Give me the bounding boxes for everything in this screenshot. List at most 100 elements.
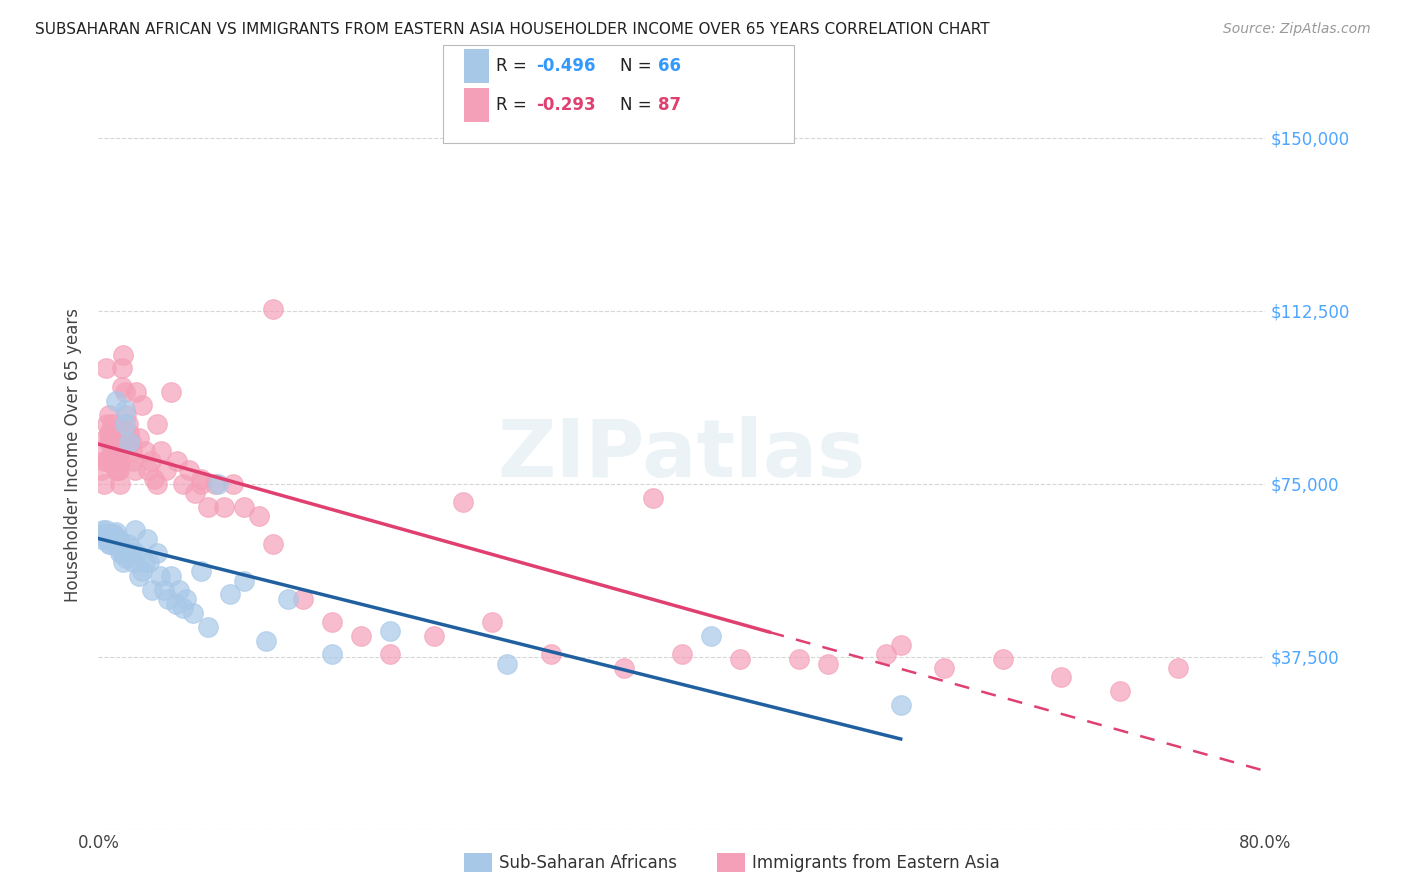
Point [108, 532, 131, 546]
Point [934, 661, 956, 675]
Point [111, 380, 134, 394]
Point [112, 348, 135, 362]
Point [380, 648, 402, 662]
Point [101, 534, 124, 549]
Point [103, 532, 125, 546]
Point [671, 648, 693, 662]
Point [93, 453, 115, 467]
Point [890, 638, 912, 652]
Point [100, 532, 122, 546]
Point [166, 453, 188, 467]
Point [98, 435, 121, 450]
Text: ZIPatlas: ZIPatlas [498, 416, 866, 494]
Point [190, 472, 212, 486]
Text: Immigrants from Eastern Asia: Immigrants from Eastern Asia [752, 854, 1000, 871]
Point [97, 435, 120, 450]
Point [104, 435, 127, 450]
Point [131, 565, 153, 579]
Point [131, 398, 153, 412]
Point [104, 444, 127, 458]
Point [481, 615, 503, 629]
Point [94, 523, 117, 537]
Point [101, 444, 124, 458]
Point [124, 463, 146, 477]
Point [108, 537, 131, 551]
Point [91, 444, 114, 458]
Text: 66: 66 [658, 57, 681, 75]
Point [110, 476, 132, 491]
Point [146, 546, 169, 560]
Point [136, 463, 159, 477]
Point [496, 657, 519, 671]
Point [114, 417, 136, 431]
Point [155, 463, 177, 477]
Point [103, 453, 125, 467]
Point [101, 530, 124, 544]
Point [128, 431, 150, 445]
Point [204, 476, 226, 491]
Point [321, 615, 343, 629]
Point [277, 592, 299, 607]
Point [787, 652, 810, 666]
Point [97, 537, 120, 551]
Point [134, 444, 156, 458]
Point [108, 444, 131, 458]
Point [172, 601, 194, 615]
Point [128, 569, 150, 583]
Text: N =: N = [620, 96, 657, 114]
Point [98, 532, 121, 546]
Point [451, 495, 474, 509]
Point [233, 500, 256, 514]
Text: -0.293: -0.293 [536, 96, 595, 114]
Point [94, 532, 117, 546]
Text: Sub-Saharan Africans: Sub-Saharan Africans [499, 854, 678, 871]
Point [103, 435, 125, 450]
Point [149, 569, 172, 583]
Point [115, 408, 138, 422]
Point [165, 597, 187, 611]
Point [118, 435, 141, 450]
Point [172, 476, 194, 491]
Text: 87: 87 [658, 96, 681, 114]
Point [103, 527, 125, 541]
Point [104, 393, 127, 408]
Point [1108, 684, 1130, 698]
Point [105, 537, 128, 551]
Point [135, 532, 157, 546]
Point [120, 435, 142, 450]
Point [122, 555, 145, 569]
Point [96, 453, 118, 467]
Point [254, 633, 277, 648]
Point [93, 527, 115, 541]
Point [221, 476, 243, 491]
Point [97, 532, 120, 546]
Point [115, 550, 138, 565]
Point [100, 527, 122, 541]
Point [97, 408, 120, 422]
Point [110, 537, 132, 551]
Point [121, 546, 143, 560]
Point [177, 463, 200, 477]
Point [157, 592, 180, 607]
Point [190, 565, 212, 579]
Point [700, 629, 723, 643]
Point [233, 574, 256, 588]
Point [101, 453, 124, 467]
Point [94, 361, 117, 376]
Point [321, 648, 343, 662]
Point [120, 541, 142, 556]
Point [93, 476, 115, 491]
Point [117, 537, 139, 551]
Point [1050, 670, 1073, 684]
Point [153, 582, 176, 597]
Point [197, 500, 219, 514]
Point [730, 652, 752, 666]
Point [90, 463, 112, 477]
Point [98, 537, 121, 551]
Point [110, 453, 132, 467]
Point [350, 629, 373, 643]
Point [218, 587, 240, 601]
Point [641, 491, 664, 505]
Point [207, 476, 229, 491]
Point [98, 425, 121, 440]
